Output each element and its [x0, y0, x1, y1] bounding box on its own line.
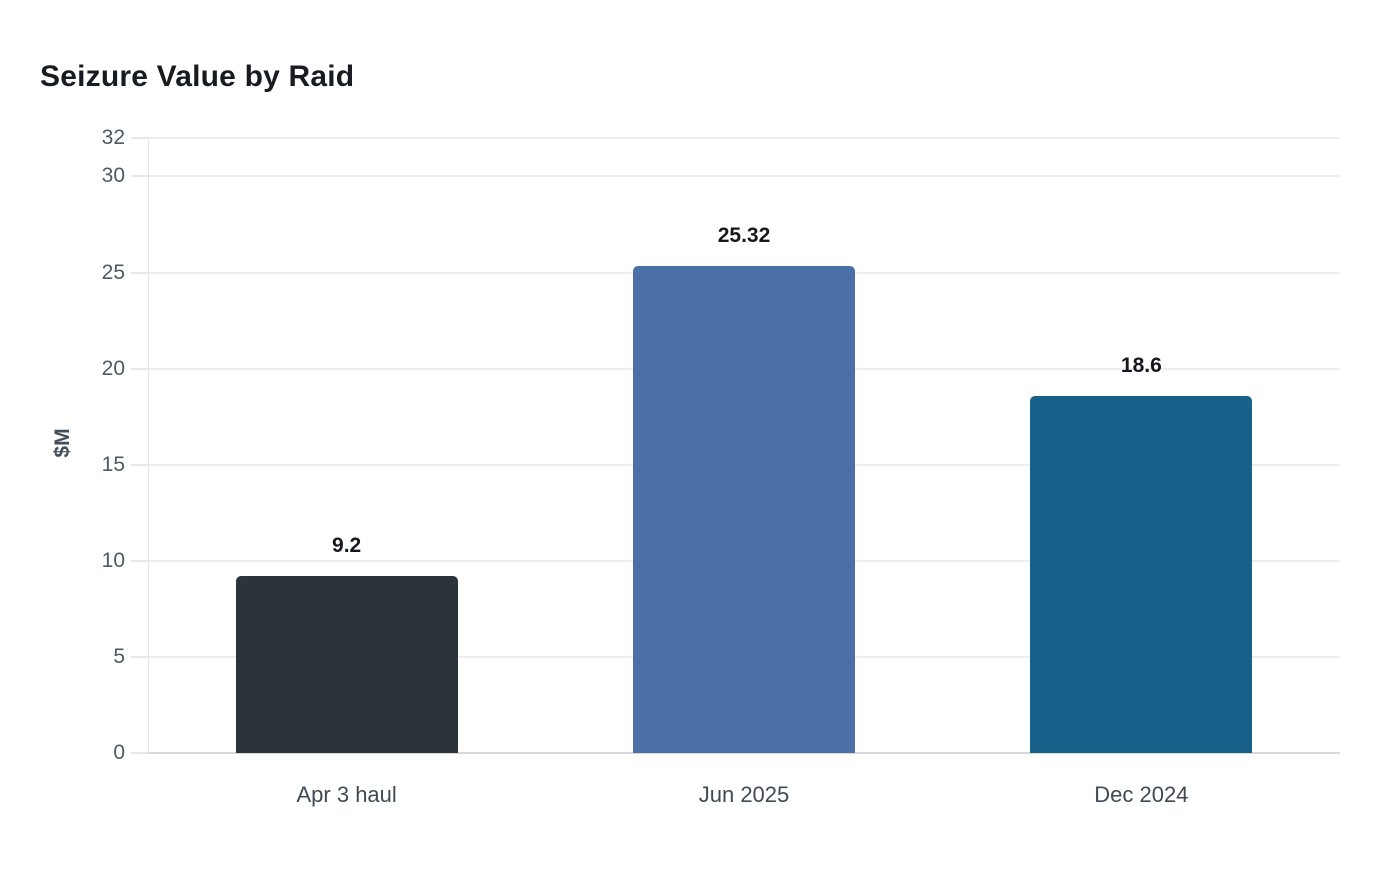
bar-value-label: 25.32 — [717, 224, 771, 248]
y-tick-mark — [131, 367, 148, 370]
bar-jun-2025 — [633, 266, 855, 753]
gridline — [148, 175, 1340, 178]
y-tick-label: 15 — [101, 452, 125, 476]
y-tick-mark — [131, 137, 148, 139]
bar-value-label: 18.6 — [1120, 353, 1162, 377]
y-tick-mark — [131, 463, 148, 466]
bar-apr-3-haul — [235, 576, 458, 753]
chart-title: Seizure Value by Raid — [40, 60, 355, 93]
y-tick-mark — [131, 655, 148, 658]
gridline — [148, 137, 1340, 139]
y-tick-label: 5 — [113, 644, 125, 668]
bar-value-label: 9.2 — [332, 534, 362, 558]
y-tick-mark — [131, 752, 148, 754]
y-tick-label: 25 — [101, 260, 125, 284]
x-tick-label: Dec 2024 — [1094, 782, 1189, 807]
x-tick-label: Apr 3 haul — [296, 782, 397, 807]
bar-dec-2024 — [1030, 395, 1253, 753]
x-tick-label: Jun 2025 — [698, 782, 790, 807]
y-tick-mark — [131, 559, 148, 562]
x-axis-line — [148, 752, 1340, 754]
y-axis-line — [148, 138, 149, 753]
y-tick-label: 0 — [113, 741, 125, 764]
y-tick-mark — [131, 175, 148, 178]
y-tick-mark — [131, 271, 148, 274]
y-tick-label: 30 — [101, 164, 125, 188]
y-tick-label: 20 — [101, 356, 125, 380]
y-tick-label: 10 — [101, 548, 125, 572]
y-tick-label: 32 — [101, 126, 125, 149]
